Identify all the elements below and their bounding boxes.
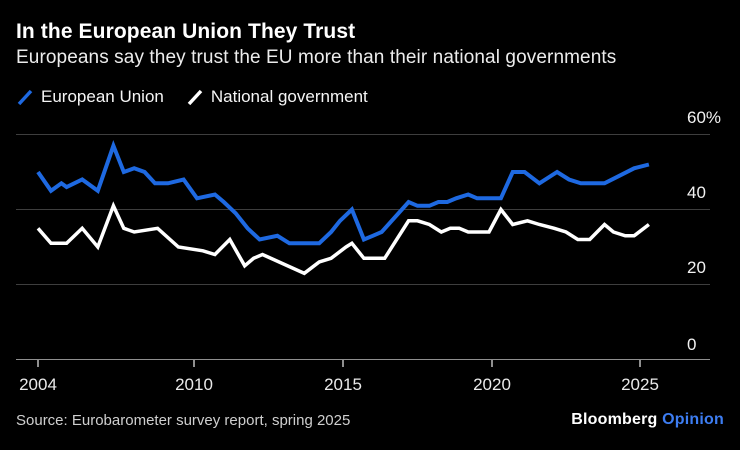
eu-line-slash-icon: [17, 89, 33, 105]
x-axis-label-2004: 2004: [19, 375, 57, 394]
source-note: Source: Eurobarometer survey report, spr…: [16, 411, 351, 429]
legend-label-european-union: European Union: [41, 87, 164, 106]
x-axis-label-2020: 2020: [473, 375, 511, 394]
x-tick-2015: [342, 360, 344, 367]
gridline-60: [16, 134, 710, 135]
x-tick-2020: [491, 360, 493, 367]
y-axis-label-0: 0: [687, 335, 697, 354]
footer: Source: Eurobarometer survey report, spr…: [16, 408, 724, 432]
y-axis-label-20: 20: [687, 258, 706, 277]
x-tick-2025: [639, 360, 641, 367]
x-tick-2004: [37, 360, 39, 367]
x-axis-label-2015: 2015: [324, 375, 362, 394]
x-axis-line: [16, 359, 710, 360]
brand-bloomberg: Bloomberg: [571, 411, 658, 428]
x-tick-2010: [193, 360, 195, 367]
chart-title: In the European Union They Trust: [16, 20, 356, 43]
x-axis-label-2010: 2010: [175, 375, 213, 394]
national-line-slash-icon: [187, 89, 203, 105]
series-line-european-union: [36, 140, 650, 246]
legend-item-national-government: National government: [186, 87, 368, 107]
bloomberg-opinion-logo: Bloomberg Opinion: [571, 411, 724, 429]
x-axis-label-2025: 2025: [621, 375, 659, 394]
legend: European Union National government: [16, 86, 390, 108]
series-line-national-government: [36, 201, 650, 276]
legend-label-national-government: National government: [210, 87, 368, 106]
y-axis-label-40: 40: [687, 183, 706, 202]
chart-subtitle: Europeans say they trust the EU more tha…: [16, 47, 617, 68]
legend-item-european-union: European Union: [16, 87, 164, 107]
brand-opinion: Opinion: [662, 411, 724, 428]
y-axis-label-60: 60%: [687, 108, 722, 127]
gridline-20: [16, 284, 710, 285]
gridline-40: [16, 209, 710, 210]
